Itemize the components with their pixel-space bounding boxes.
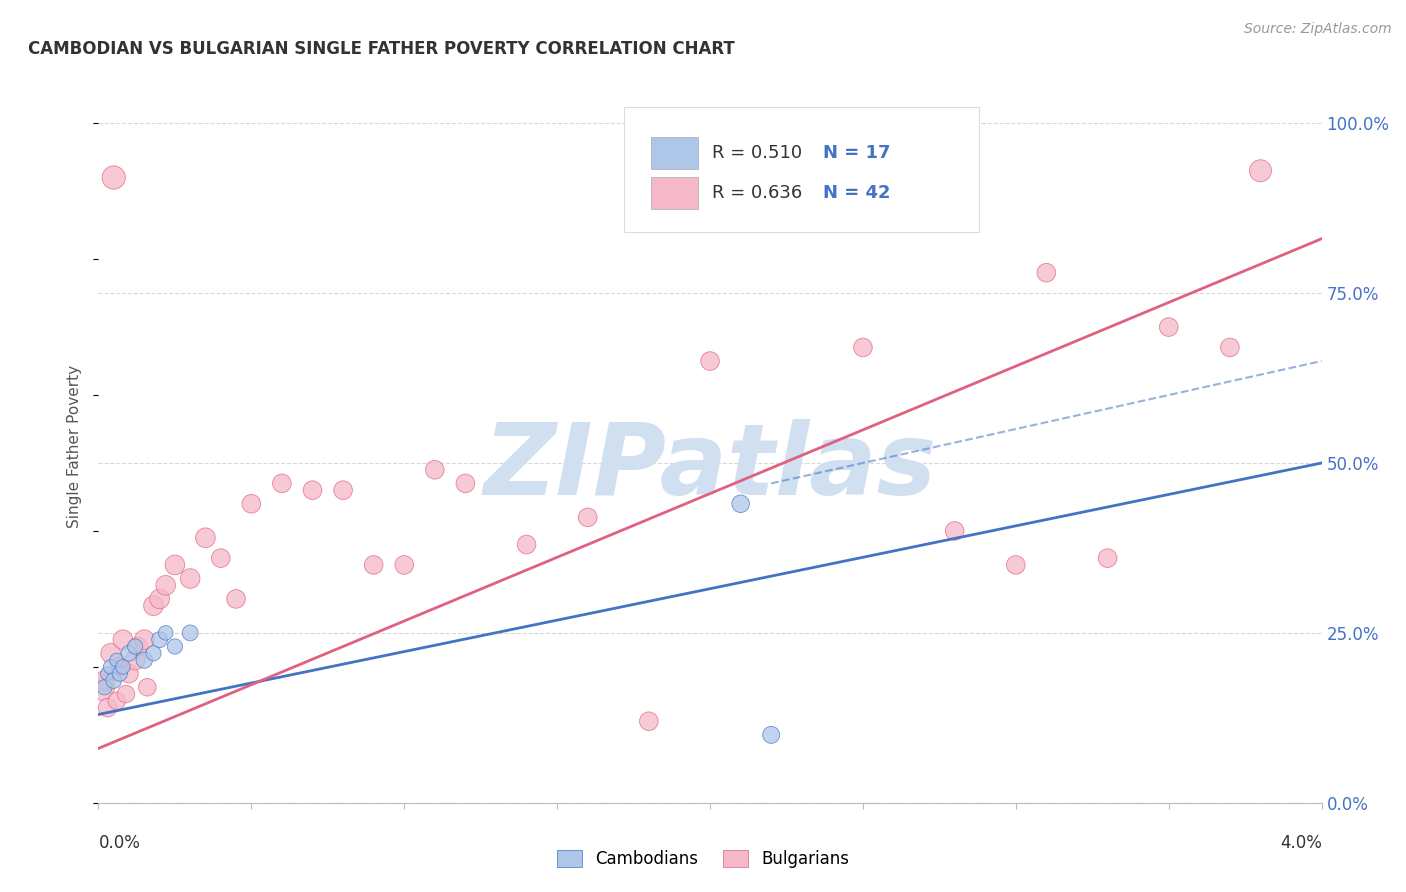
Point [423, 463, 446, 477]
Text: Source: ZipAtlas.com: Source: ZipAtlas.com [1244, 22, 1392, 37]
Point [637, 714, 661, 729]
Point [699, 354, 721, 368]
Point [363, 558, 385, 572]
Point [240, 497, 263, 511]
Point [155, 578, 177, 592]
Point [100, 646, 122, 660]
Legend: Cambodians, Bulgarians: Cambodians, Bulgarians [550, 843, 856, 875]
Point [118, 666, 141, 681]
Bar [651, 177, 697, 209]
Text: N = 42: N = 42 [823, 184, 890, 202]
Bar [651, 137, 697, 169]
Point [108, 666, 131, 681]
Point [179, 572, 201, 586]
Point [454, 476, 477, 491]
Point [1004, 558, 1026, 572]
Point [97, 700, 120, 714]
Text: R = 0.510: R = 0.510 [713, 145, 803, 162]
Point [142, 646, 165, 660]
Point [209, 551, 232, 566]
Point [155, 626, 177, 640]
Point [516, 537, 538, 551]
Text: 0.0%: 0.0% [98, 834, 141, 852]
Point [163, 558, 186, 572]
Point [127, 640, 149, 654]
Point [759, 728, 782, 742]
Point [134, 653, 156, 667]
Text: 4.0%: 4.0% [1279, 834, 1322, 852]
Point [1249, 163, 1271, 178]
Point [1219, 341, 1241, 355]
Point [1097, 551, 1119, 566]
Point [576, 510, 599, 524]
Point [1035, 266, 1057, 280]
Text: N = 17: N = 17 [823, 145, 890, 162]
Point [115, 687, 138, 701]
Point [332, 483, 354, 498]
Point [93, 673, 115, 688]
Point [100, 660, 122, 674]
Point [225, 591, 247, 606]
Point [97, 666, 120, 681]
Point [194, 531, 217, 545]
Point [149, 591, 172, 606]
Point [103, 170, 125, 185]
Text: R = 0.636: R = 0.636 [713, 184, 803, 202]
FancyBboxPatch shape [624, 107, 979, 232]
Point [124, 640, 146, 654]
Point [134, 632, 156, 647]
Point [163, 640, 186, 654]
Point [105, 653, 128, 667]
Point [103, 673, 125, 688]
Point [111, 632, 134, 647]
Point [149, 632, 172, 647]
Point [1157, 320, 1180, 334]
Text: CAMBODIAN VS BULGARIAN SINGLE FATHER POVERTY CORRELATION CHART: CAMBODIAN VS BULGARIAN SINGLE FATHER POV… [28, 40, 735, 58]
Point [270, 476, 294, 491]
Point [136, 680, 159, 694]
Point [93, 680, 115, 694]
Point [301, 483, 323, 498]
Point [118, 646, 141, 660]
Point [730, 497, 752, 511]
Point [392, 558, 416, 572]
Point [108, 660, 131, 674]
Y-axis label: Single Father Poverty: Single Father Poverty [67, 365, 83, 527]
Point [852, 341, 875, 355]
Point [111, 660, 134, 674]
Point [105, 694, 128, 708]
Point [124, 653, 146, 667]
Text: ZIPatlas: ZIPatlas [484, 419, 936, 516]
Point [90, 680, 112, 694]
Point [179, 626, 201, 640]
Point [142, 599, 165, 613]
Point [943, 524, 966, 538]
